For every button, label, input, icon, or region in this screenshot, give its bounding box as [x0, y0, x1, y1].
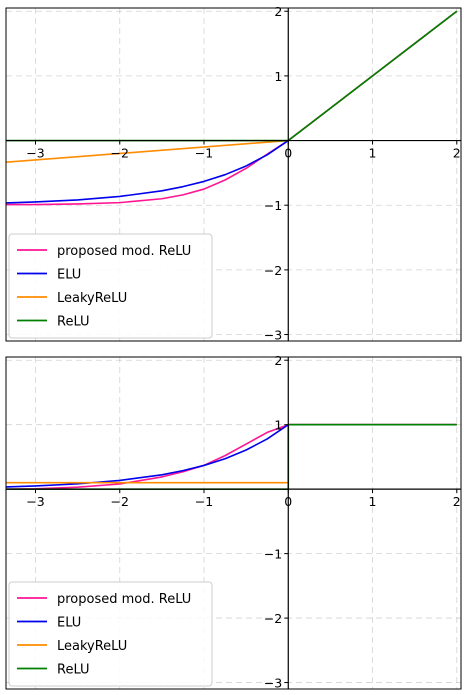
legend-label: ELU [57, 616, 81, 631]
legend-label: LeakyReLU [57, 291, 127, 306]
series-line [6, 11, 457, 162]
legend: proposed mod. ReLU ELU LeakyReLU ReLU [9, 582, 212, 686]
x-tick-label: 1 [369, 494, 377, 509]
series-line [6, 11, 457, 203]
subplot-2: −3 −2 −1 0 1 2 −3 −2 −1 1 2 proposed mod. ReLU ELU Le… [6, 353, 461, 690]
y-tick-label: 1 [274, 418, 282, 433]
legend-label: LeakyReLU [57, 639, 127, 654]
series-line [6, 425, 457, 483]
y-tick-label: −3 [264, 328, 282, 343]
y-tick-label: 1 [274, 69, 282, 84]
legend-label: proposed mod. ReLU [57, 592, 191, 607]
x-tick-label: 0 [284, 146, 292, 161]
legend-label: proposed mod. ReLU [57, 244, 191, 259]
y-tick-label: −1 [264, 547, 282, 562]
x-tick-label: 2 [453, 494, 461, 509]
legend-label: ReLU [57, 663, 90, 678]
x-tick-label: 2 [453, 146, 461, 161]
y-tick-label: −2 [264, 263, 282, 278]
series-group [6, 11, 457, 204]
y-tick-label: −3 [264, 676, 282, 691]
y-tick-label: −2 [264, 611, 282, 626]
x-tick-label: 1 [369, 146, 377, 161]
legend-label: ReLU [57, 315, 90, 330]
x-tick-label: 0 [284, 494, 292, 509]
x-tick-label: −2 [111, 494, 129, 509]
x-tick-label: −1 [195, 494, 213, 509]
x-tick-label: −2 [111, 146, 129, 161]
x-tick-label: −1 [195, 146, 213, 161]
y-tick-label: −1 [264, 198, 282, 213]
x-tick-label: −3 [26, 494, 44, 509]
subplot-1: −3 −2 −1 0 1 2 −3 −2 −1 1 2 proposed mod. ReLU ELU Le… [6, 4, 461, 342]
series-line [6, 11, 457, 204]
legend-label: ELU [57, 268, 81, 283]
y-tick-label: 2 [274, 4, 282, 19]
y-tick-label: 2 [274, 353, 282, 368]
series-group [6, 425, 457, 489]
legend: proposed mod. ReLU ELU LeakyReLU ReLU [9, 234, 212, 338]
x-tick-label: −3 [26, 146, 44, 161]
series-line [6, 425, 457, 487]
